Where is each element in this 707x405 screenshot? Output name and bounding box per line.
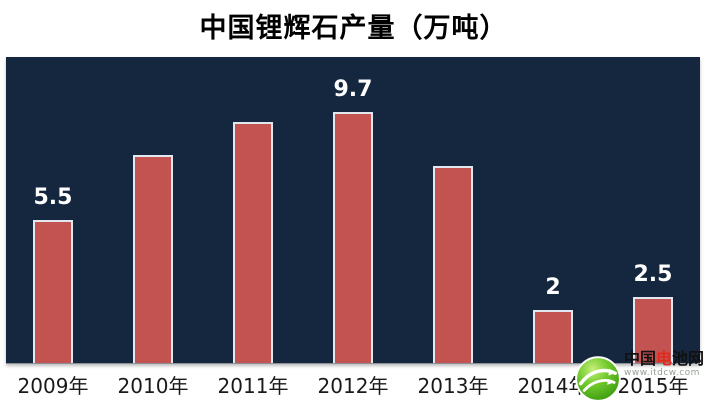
bar-2012年 [333,112,373,363]
bar-2011年 [233,122,273,363]
logo-name-prefix: 中国 [624,349,657,368]
x-axis: 2009年 2010年 2011年 2012年 2013年 2014年 2015年 [6,364,700,405]
bar-2014年 [533,310,573,363]
site-logo-text: 中国电池网 www.itdcw.com [624,349,705,379]
site-logo-url: www.itdcw.com [624,368,700,379]
logo-name-accent: 电 [656,349,673,368]
x-axis-label-2012年: 2012年 [317,374,389,398]
data-label-2012年: 9.7 [333,77,373,102]
x-axis-label-2010年: 2010年 [117,374,189,398]
data-label-2009年: 5.5 [33,185,73,210]
bar-2015年 [633,297,673,363]
x-axis-label-2009年: 2009年 [17,374,89,398]
bar-2009年 [33,220,73,363]
data-label-2015年: 2.5 [633,262,673,287]
battery-network-globe-icon [575,356,621,402]
data-label-2014年: 2 [545,275,561,300]
bar-2013年 [433,166,473,363]
site-logo-name: 中国电池网 [624,349,705,368]
x-axis-label-2015年: 2015年 [617,374,689,398]
logo-name-suffix: 池网 [672,349,705,368]
plot-area: 5.5 9.7 2 2.5 [6,57,700,364]
x-axis-label-2011年: 2011年 [217,374,289,398]
chart-title: 中国锂辉石产量（万吨） [199,13,508,44]
x-axis-label-2013年: 2013年 [417,374,489,398]
bar-2010年 [133,155,173,363]
site-logo: 中国电池网 www.itdcw.com [575,349,705,402]
